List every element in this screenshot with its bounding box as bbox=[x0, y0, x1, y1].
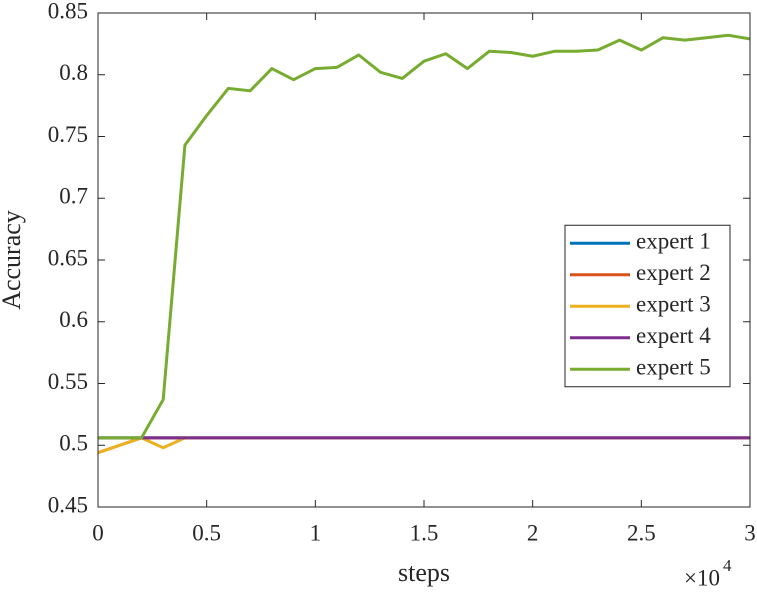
axes-box bbox=[97, 12, 751, 508]
y-tick-label: 0.65 bbox=[48, 245, 88, 270]
x-tick-label: 2 bbox=[527, 520, 539, 545]
x-tick-label: 1 bbox=[310, 520, 322, 545]
x-multiplier: ×10 bbox=[684, 565, 720, 590]
x-tick-label: 2.5 bbox=[627, 520, 656, 545]
y-tick-label: 0.85 bbox=[48, 0, 88, 23]
y-tick-label: 0.55 bbox=[48, 369, 88, 394]
y-tick-label: 0.6 bbox=[59, 307, 88, 332]
x-axis-label: steps bbox=[398, 558, 450, 587]
x-multiplier-exponent: 4 bbox=[723, 556, 732, 575]
x-tick-label: 1.5 bbox=[410, 520, 439, 545]
y-tick-label: 0.75 bbox=[48, 122, 88, 147]
x-tick-label: 0 bbox=[92, 520, 104, 545]
y-axis-label: Accuracy bbox=[0, 210, 26, 310]
y-tick-label: 0.45 bbox=[48, 492, 88, 517]
x-tick-label: 3 bbox=[744, 520, 756, 545]
x-tick-label: 0.5 bbox=[192, 520, 221, 545]
legend-label: expert 3 bbox=[636, 292, 711, 317]
y-tick-label: 0.7 bbox=[59, 184, 88, 209]
legend-label: expert 1 bbox=[636, 229, 711, 254]
y-tick-label: 0.8 bbox=[59, 60, 88, 85]
legend-label: expert 4 bbox=[636, 323, 711, 348]
series-line bbox=[98, 33, 751, 440]
legend-label: expert 5 bbox=[636, 355, 711, 380]
y-tick-label: 0.5 bbox=[59, 431, 88, 456]
legend-label: expert 2 bbox=[636, 260, 711, 285]
